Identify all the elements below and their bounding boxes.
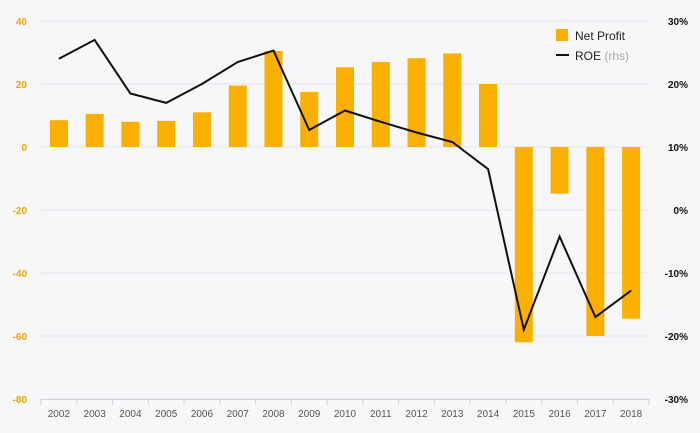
left-y-tick-label: -40 (13, 269, 28, 280)
legend-label-roe: ROE (rhs) (575, 49, 629, 63)
x-tick-label: 2008 (262, 409, 285, 420)
x-axis: 2002 2003 2004 2005 2006 2007 2008 2009 2010 2011… (40, 399, 650, 420)
x-tick-label: 2012 (405, 409, 428, 420)
x-tick-label: 2010 (334, 409, 357, 420)
x-tick-label: 2017 (584, 409, 607, 420)
legend-swatch-net-profit (556, 29, 568, 41)
left-y-axis: 40 20 0 -20 -40 -60 -80 (13, 17, 28, 406)
left-y-tick-label: 40 (16, 17, 28, 28)
left-y-tick-label: -80 (13, 395, 28, 406)
right-y-tick-label: -20% (665, 332, 688, 343)
net-profit-bar (228, 85, 247, 147)
net-profit-bar (121, 121, 140, 147)
x-tick-label: 2002 (48, 409, 71, 420)
right-y-tick-label: 20% (668, 80, 688, 91)
x-tick-label: 2014 (477, 409, 500, 420)
x-tick-label: 2003 (84, 409, 107, 420)
left-y-tick-label: -60 (13, 332, 28, 343)
roe-line (58, 38, 632, 334)
x-tick-label: 2006 (191, 409, 214, 420)
net-profit-bar (192, 112, 211, 147)
net-profit-bar (157, 120, 176, 147)
x-tick-label: 2016 (548, 409, 571, 420)
x-tick-label: 2013 (441, 409, 464, 420)
net-profit-bar (300, 91, 319, 147)
net-profit-bar (49, 120, 68, 147)
x-tick-label: 2018 (620, 409, 643, 420)
net-profit-bar (479, 84, 498, 147)
net-profit-bar (443, 53, 462, 147)
net-profit-bar (586, 147, 605, 336)
right-y-tick-label: 30% (668, 17, 688, 28)
left-y-tick-label: -20 (13, 206, 28, 217)
x-tick-label: 2009 (298, 409, 321, 420)
net-profit-bar (264, 50, 283, 147)
net-profit-bar (550, 147, 569, 194)
x-tick-label: 2015 (513, 409, 536, 420)
right-y-tick-label: -30% (665, 395, 688, 406)
net-profit-bar (85, 113, 104, 147)
net-profit-bar (514, 147, 533, 343)
left-y-tick-label: 0 (21, 143, 27, 154)
x-tick-label: 2007 (227, 409, 250, 420)
right-y-tick-label: -10% (665, 269, 688, 280)
x-tick-label: 2004 (119, 409, 142, 420)
right-y-axis: 30% 20% 10% 0% -10% -20% -30% (665, 17, 688, 406)
net-profit-bar (407, 58, 426, 147)
x-tick-label: 2005 (155, 409, 178, 420)
net-profit-bar (622, 147, 641, 319)
left-y-tick-label: 20 (16, 80, 28, 91)
net-profit-bar (371, 61, 390, 148)
roe-line-series (58, 38, 632, 334)
net-profit-bar (336, 67, 354, 147)
x-tick-label: 2011 (370, 409, 392, 420)
legend-label-net-profit: Net Profit (575, 29, 626, 43)
net-profit-bars (49, 50, 641, 343)
right-y-tick-label: 0% (674, 206, 689, 217)
right-y-tick-label: 10% (668, 143, 688, 154)
legend: Net Profit ROE (rhs) (556, 29, 629, 63)
